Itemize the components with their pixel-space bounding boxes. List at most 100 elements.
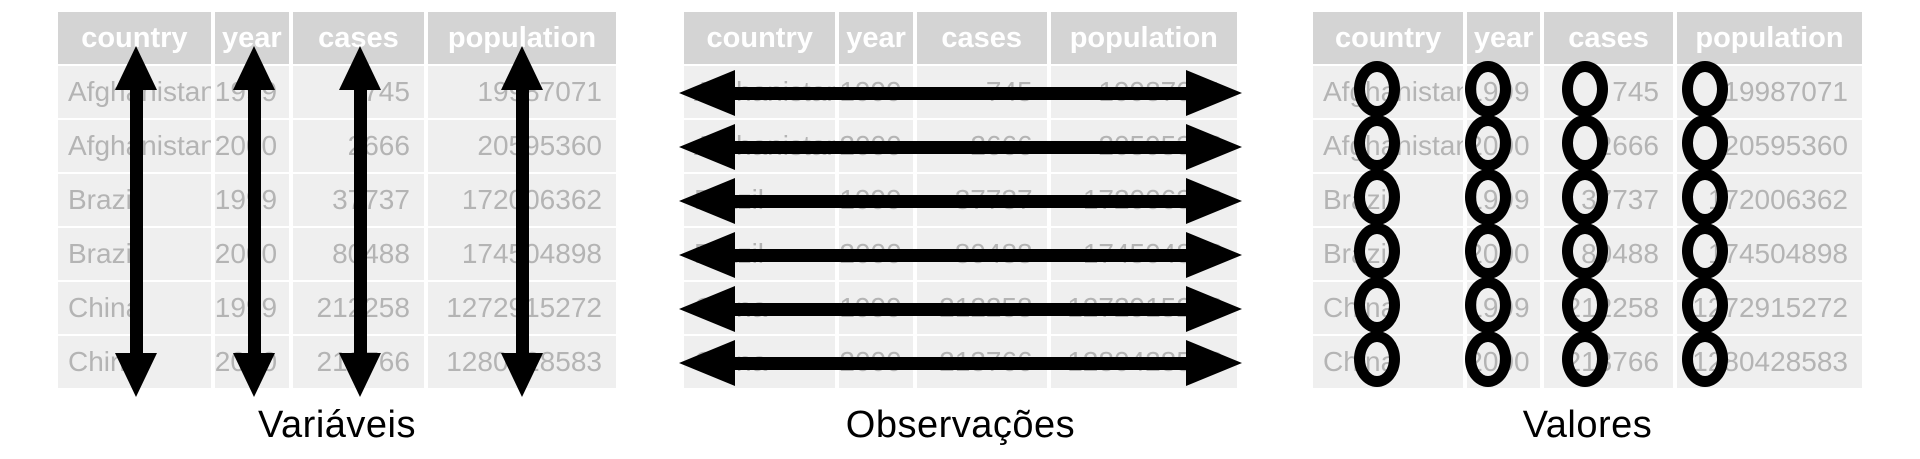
data-table-variables: country year cases population Afghanistan 199… xyxy=(58,12,616,388)
table-cell: 1999 xyxy=(1467,282,1545,334)
header-cell-year: year xyxy=(214,12,293,64)
table-cell: 172006362 xyxy=(427,174,616,226)
header-cell-population: population xyxy=(427,12,616,64)
table-cell: 20595360 xyxy=(427,120,616,172)
table-cell: Brazil xyxy=(684,228,840,280)
table-cell: 80488 xyxy=(916,228,1051,280)
table-row: Brazil 1999 37737 172006362 xyxy=(684,174,1237,226)
header-cell-country: country xyxy=(684,12,840,64)
table-cell: 2666 xyxy=(1544,120,1677,172)
table-row: China 1999 212258 1272915272 xyxy=(58,282,616,334)
table-cell: 2000 xyxy=(1467,336,1545,388)
variables-panel: country year cases population Afghanistan 199… xyxy=(58,12,616,459)
header-cell-cases: cases xyxy=(292,12,428,64)
table-cell: 19987071 xyxy=(1050,66,1237,118)
table-row: China 2000 213766 1280428583 xyxy=(684,336,1237,388)
table-row: Afghanistan 1999 745 19987071 xyxy=(684,66,1237,118)
table-cell: 1999 xyxy=(214,282,293,334)
table-cell: 174504898 xyxy=(1676,228,1862,280)
table-row: Brazil 2000 80488 174504898 xyxy=(58,228,616,280)
header-cell-country: country xyxy=(58,12,215,64)
header-cell-year: year xyxy=(839,12,917,64)
table-cell: 213766 xyxy=(1544,336,1677,388)
table-cell: 745 xyxy=(292,66,428,118)
table-cell: Afghanistan xyxy=(684,120,840,172)
table-cell: 1999 xyxy=(839,66,917,118)
table-cell: Afghanistan xyxy=(58,66,215,118)
table-cell: 213766 xyxy=(292,336,428,388)
table-cell: 174504898 xyxy=(427,228,616,280)
table-cell: 1272915272 xyxy=(1676,282,1862,334)
table-row: Afghanistan 2000 2666 20595360 xyxy=(684,120,1237,172)
table-cell: 1280428583 xyxy=(427,336,616,388)
header-cell-population: population xyxy=(1676,12,1862,64)
table-cell: 1280428583 xyxy=(1050,336,1237,388)
table-row: Brazil 2000 80488 174504898 xyxy=(1313,228,1862,280)
table-cell: 174504898 xyxy=(1050,228,1237,280)
table-cell: 2000 xyxy=(1467,228,1545,280)
table-cell: 80488 xyxy=(1544,228,1677,280)
table-cell: 2000 xyxy=(214,228,293,280)
table-cell: Afghanistan xyxy=(1313,120,1468,172)
header-cell-cases: cases xyxy=(1544,12,1677,64)
table-cell: 172006362 xyxy=(1676,174,1862,226)
table-cell: 2000 xyxy=(214,120,293,172)
header-cell-cases: cases xyxy=(916,12,1051,64)
header-row: country year cases population xyxy=(58,12,616,64)
table-row: China 2000 213766 1280428583 xyxy=(1313,336,1862,388)
table-cell: 1999 xyxy=(1467,66,1545,118)
header-cell-country: country xyxy=(1313,12,1468,64)
values-panel: country year cases population Afghanistan 199… xyxy=(1313,12,1862,459)
table-cell: 745 xyxy=(1544,66,1677,118)
table-cell: 19987071 xyxy=(1676,66,1862,118)
table-cell: 20595360 xyxy=(1050,120,1237,172)
table-cell: 37737 xyxy=(1544,174,1677,226)
table-cell: 20595360 xyxy=(1676,120,1862,172)
table-cell: China xyxy=(1313,282,1468,334)
table-cell: Afghanistan xyxy=(1313,66,1468,118)
table-cell: 2000 xyxy=(1467,120,1545,172)
table-row: China 1999 212258 1272915272 xyxy=(1313,282,1862,334)
table-cell: China xyxy=(58,336,215,388)
table-row: Afghanistan 1999 745 19987071 xyxy=(58,66,616,118)
table-row: Afghanistan 1999 745 19987071 xyxy=(1313,66,1862,118)
table-cell: 2000 xyxy=(839,228,917,280)
table-cell: 1999 xyxy=(839,282,917,334)
caption-values: Valores xyxy=(1522,404,1653,446)
table-cell: 1999 xyxy=(214,66,293,118)
table-cell: Brazil xyxy=(1313,228,1468,280)
observations-panel: country year cases population Afghanistan 199… xyxy=(679,12,1242,459)
header-cell-year: year xyxy=(1467,12,1545,64)
table-cell: China xyxy=(684,336,840,388)
table-row: Afghanistan 2000 2666 20595360 xyxy=(58,120,616,172)
table-cell: 2000 xyxy=(214,336,293,388)
table-cell: 1999 xyxy=(839,174,917,226)
table-row: Brazil 1999 37737 172006362 xyxy=(1313,174,1862,226)
table-cell: 1999 xyxy=(214,174,293,226)
table-cell: 37737 xyxy=(916,174,1051,226)
table-row: China 2000 213766 1280428583 xyxy=(58,336,616,388)
table-cell: 2666 xyxy=(916,120,1051,172)
header-cell-population: population xyxy=(1050,12,1237,64)
table-cell: China xyxy=(58,282,215,334)
table-cell: 172006362 xyxy=(1050,174,1237,226)
table-cell: 80488 xyxy=(292,228,428,280)
header-row: country year cases population xyxy=(684,12,1237,64)
header-row: country year cases population xyxy=(1313,12,1862,64)
table-cell: 213766 xyxy=(916,336,1051,388)
table-cell: 1280428583 xyxy=(1676,336,1862,388)
table-cell: 745 xyxy=(916,66,1051,118)
table-row: Brazil 1999 37737 172006362 xyxy=(58,174,616,226)
table-row: Afghanistan 2000 2666 20595360 xyxy=(1313,120,1862,172)
table-cell: Brazil xyxy=(1313,174,1468,226)
table-cell: Brazil xyxy=(684,174,840,226)
table-cell: Brazil xyxy=(58,174,215,226)
table-cell: 2000 xyxy=(839,336,917,388)
table-cell: China xyxy=(1313,336,1468,388)
table-row: Brazil 2000 80488 174504898 xyxy=(684,228,1237,280)
table-cell: Brazil xyxy=(58,228,215,280)
table-cell: China xyxy=(684,282,840,334)
table-cell: 1999 xyxy=(1467,174,1545,226)
table-cell: 1272915272 xyxy=(427,282,616,334)
table-cell: Afghanistan xyxy=(58,120,215,172)
